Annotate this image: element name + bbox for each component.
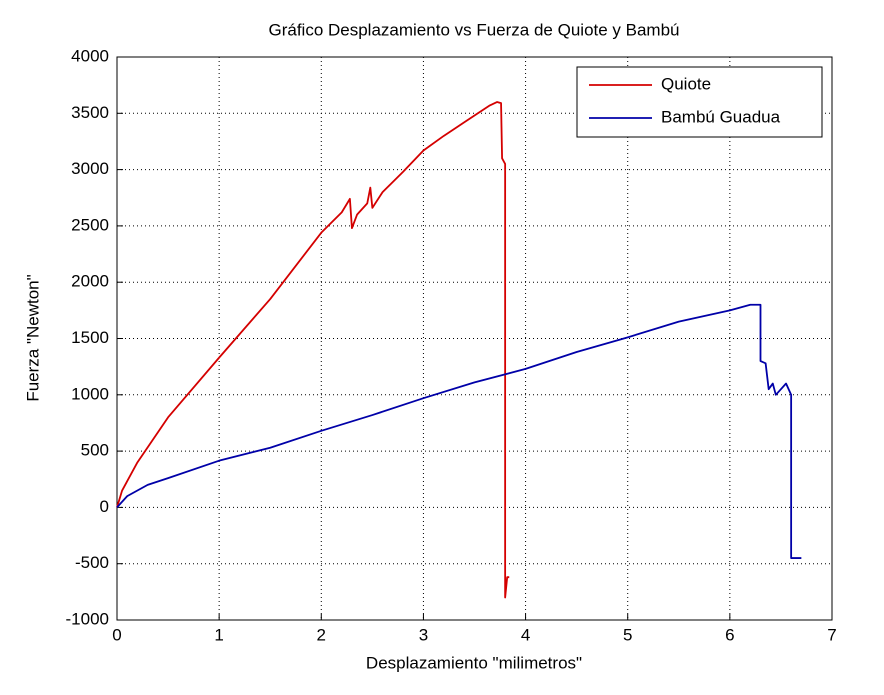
legend-label: Quiote bbox=[661, 74, 711, 93]
y-tick-label: -500 bbox=[75, 553, 109, 572]
x-tick-label: 7 bbox=[827, 625, 836, 644]
y-tick-label: 3500 bbox=[71, 103, 109, 122]
data-line bbox=[116, 101, 510, 599]
y-tick-label: 0 bbox=[100, 497, 109, 516]
x-tick-label: 5 bbox=[623, 625, 632, 644]
x-tick-label: 2 bbox=[317, 625, 326, 644]
x-tick-label: 1 bbox=[214, 625, 223, 644]
x-tick-label: 4 bbox=[521, 625, 530, 644]
legend-box bbox=[576, 66, 823, 138]
plot-frame bbox=[116, 56, 833, 621]
y-tick-label: 500 bbox=[81, 441, 109, 460]
y-tick-label: 1500 bbox=[71, 328, 109, 347]
plot-area bbox=[117, 57, 832, 620]
chart-title: Gráfico Desplazamiento vs Fuerza de Quio… bbox=[268, 20, 679, 39]
x-axis-label: Desplazamiento "milimetros" bbox=[366, 653, 582, 672]
y-tick-label: 2000 bbox=[71, 272, 109, 291]
legend-label: Bambú Guadua bbox=[661, 107, 781, 126]
y-tick-label: 4000 bbox=[71, 46, 109, 65]
y-tick-label: -1000 bbox=[66, 609, 109, 628]
data-line bbox=[116, 303, 802, 559]
x-tick-label: 3 bbox=[419, 625, 428, 644]
y-axis-label: Fuerza "Newton" bbox=[23, 274, 42, 401]
y-tick-label: 2500 bbox=[71, 215, 109, 234]
x-tick-label: 0 bbox=[112, 625, 121, 644]
x-tick-label: 6 bbox=[725, 625, 734, 644]
y-tick-label: 3000 bbox=[71, 159, 109, 178]
y-tick-label: 1000 bbox=[71, 384, 109, 403]
